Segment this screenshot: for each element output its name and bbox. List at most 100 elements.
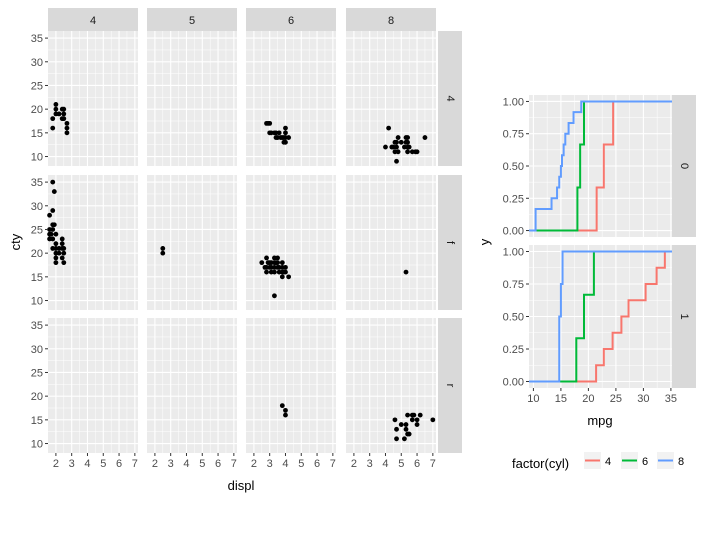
ecdf-y-axis-title: y xyxy=(477,238,492,245)
data-point xyxy=(259,260,265,266)
ecdf-x-tick-label: 35 xyxy=(665,393,677,405)
data-point xyxy=(405,412,410,418)
y-tick-label: 25 xyxy=(31,367,43,379)
ecdf-x-tick-label: 20 xyxy=(582,393,594,405)
legend-label: 6 xyxy=(642,456,648,468)
panel-4-4-background xyxy=(48,31,138,166)
x-tick-label: 4 xyxy=(382,458,388,470)
data-point xyxy=(59,255,65,261)
ecdf-series-line-cyl-8 xyxy=(529,250,672,383)
data-point xyxy=(405,149,410,155)
data-point xyxy=(409,417,415,423)
data-point xyxy=(394,158,399,164)
y-tick-label: 10 xyxy=(31,296,43,308)
data-point xyxy=(417,412,423,418)
data-point xyxy=(273,260,279,266)
x-tick-label: 3 xyxy=(367,458,373,470)
x-tick-label: 3 xyxy=(267,458,273,470)
y-tick-label: 35 xyxy=(31,320,43,332)
data-point xyxy=(53,231,59,237)
panel-r-5 xyxy=(147,318,237,453)
panel-r-4-background xyxy=(48,318,138,453)
data-point xyxy=(283,269,288,275)
panel-f-6-background xyxy=(246,175,336,310)
ecdf-y-tick-label: 0.00 xyxy=(503,377,524,389)
data-point xyxy=(53,106,59,112)
data-point xyxy=(47,236,52,242)
data-point xyxy=(406,144,412,150)
panel-f-5 xyxy=(147,175,237,310)
data-point xyxy=(264,269,269,275)
data-point xyxy=(56,250,62,256)
data-point xyxy=(411,412,417,418)
data-point xyxy=(48,231,54,237)
data-point xyxy=(61,246,67,251)
data-point xyxy=(286,274,292,280)
y-tick-label: 15 xyxy=(31,128,43,140)
data-point xyxy=(422,135,428,140)
x-tick-label: 3 xyxy=(69,458,75,470)
data-point xyxy=(50,179,56,185)
x-tick-label: 5 xyxy=(398,458,404,470)
legend: factor(cyl) 4 6 8 xyxy=(512,452,684,471)
data-point xyxy=(283,130,288,136)
ecdf-x-tick-label: 30 xyxy=(637,393,649,405)
data-point xyxy=(392,417,398,423)
data-point xyxy=(275,135,280,140)
y-tick-label: 25 xyxy=(31,224,43,236)
ecdf-x-tick-label: 25 xyxy=(610,393,622,405)
data-point xyxy=(403,269,409,275)
data-point xyxy=(56,111,62,117)
x-tick-label: 6 xyxy=(215,458,221,470)
data-point xyxy=(50,116,56,122)
panel-f-6 xyxy=(246,175,336,310)
y-tick-label: 10 xyxy=(31,152,43,164)
data-point xyxy=(283,264,288,270)
data-point xyxy=(50,125,56,131)
legend-label: 8 xyxy=(678,456,684,468)
data-point xyxy=(53,260,59,266)
data-point xyxy=(47,212,52,218)
scatter-facet-chart: 4 5 6 84fr101520253035101520253035101520253… xyxy=(8,8,462,493)
x-tick-label: 7 xyxy=(430,458,436,470)
ecdf-y-tick-label: 1.00 xyxy=(503,96,524,108)
x-tick-label: 5 xyxy=(199,458,205,470)
ecdf-panel-0 xyxy=(529,95,672,237)
data-point xyxy=(279,260,285,266)
data-point xyxy=(61,116,67,122)
data-point xyxy=(51,189,57,194)
row-strip-4 xyxy=(438,31,462,166)
x-tick-label: 6 xyxy=(116,458,122,470)
ecdf-y-tick-label: 0.25 xyxy=(503,193,524,205)
data-point xyxy=(53,241,59,247)
panel-r-4 xyxy=(48,318,138,453)
ecdf-y-tick-label: 0.75 xyxy=(503,279,524,291)
row-strip-label: 4 xyxy=(444,95,456,101)
data-point xyxy=(414,149,420,155)
row-strip-f xyxy=(438,175,462,310)
data-point xyxy=(59,236,65,242)
data-point xyxy=(283,412,288,418)
panel-f-5-background xyxy=(147,175,237,310)
ecdf-y-tick-label: 0.50 xyxy=(503,161,524,173)
data-point xyxy=(61,106,67,112)
col-strip-4 xyxy=(48,8,138,31)
data-point xyxy=(430,417,436,423)
panel-f-8 xyxy=(346,175,436,310)
data-point xyxy=(276,130,282,136)
data-point xyxy=(414,422,420,427)
panel-4-6 xyxy=(246,31,336,166)
y-tick-label: 15 xyxy=(31,272,43,284)
data-point xyxy=(398,422,404,427)
data-point xyxy=(64,125,70,131)
data-point xyxy=(61,260,67,266)
ecdf-y-tick-label: 1.00 xyxy=(503,247,524,259)
y-axis-title: cty xyxy=(8,233,23,250)
col-strip-label: 4 xyxy=(90,15,96,27)
data-point xyxy=(283,125,288,131)
x-tick-label: 6 xyxy=(414,458,420,470)
ecdf-y-tick-label: 0.00 xyxy=(503,226,524,238)
data-point xyxy=(279,403,285,409)
y-tick-label: 30 xyxy=(31,57,43,69)
panel-r-8 xyxy=(346,318,436,453)
